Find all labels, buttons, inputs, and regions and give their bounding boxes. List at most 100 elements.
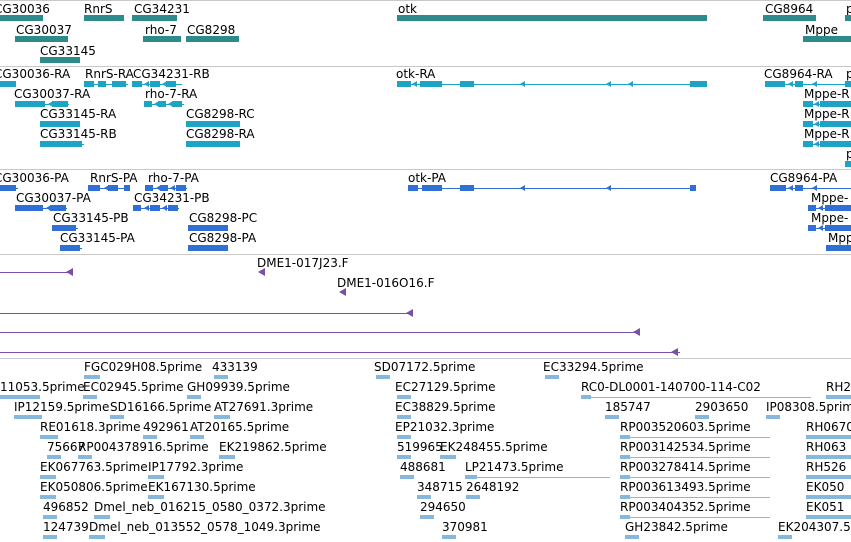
protein-feature-label[interactable]: Mpp (828, 231, 851, 245)
est-feature-block (214, 415, 230, 419)
est-feature-label[interactable]: EC38829.5prime (395, 400, 496, 414)
gene-feature-label[interactable]: RnrS (84, 2, 113, 16)
est-feature-label[interactable]: EK167130.5prime (148, 480, 256, 494)
est-feature-label[interactable]: RC0-DL0001-140700-114-C02 (581, 380, 761, 394)
est-feature-label[interactable]: EK050806.5prime (40, 480, 148, 494)
transcript-feature-label[interactable]: CG34231-RB (133, 67, 210, 81)
protein-feature-label[interactable]: CG34231-PB (134, 191, 210, 205)
est-feature-label[interactable]: RP003142534.5prime (620, 440, 751, 454)
est-feature-label[interactable]: Dmel_neb_016215_0580_0372.3prime (94, 500, 326, 514)
protein-feature-block (808, 205, 816, 211)
transcript-feature-label[interactable]: CG30037-RA (14, 87, 91, 101)
est-feature-label[interactable]: GH09939.5prime (187, 380, 290, 394)
est-feature-label[interactable]: FGC029H08.5prime (84, 360, 203, 374)
protein-feature-label[interactable]: CG8964-PA (770, 171, 838, 185)
transcript-feature-label[interactable]: otk-RA (396, 67, 436, 81)
protein-feature-label[interactable]: CG33145-PB (53, 211, 129, 225)
protein-feature-label[interactable]: CG8298-PC (189, 211, 258, 225)
est-feature-label[interactable]: Dmel_neb_013552_0578_1049.3prime (89, 520, 321, 534)
est-feature-label[interactable]: IP08308.5prime (766, 400, 851, 414)
est-feature-label[interactable]: RP004378916.5prime (78, 440, 209, 454)
transcript-feature-label[interactable]: Mppe-R (804, 87, 850, 101)
est-feature-label[interactable]: 496852 (43, 500, 89, 514)
protein-feature-label[interactable]: CG33145-PA (60, 231, 135, 245)
protein-feature-label[interactable]: Mppe- (811, 191, 849, 205)
est-feature-label[interactable]: 488681 (400, 460, 446, 474)
est-feature-label[interactable]: EP21032.3prime (395, 420, 495, 434)
transcript-feature-label[interactable]: rho-7-RA (145, 87, 198, 101)
transcript-feature-label[interactable]: CG8298-RC (186, 107, 255, 121)
est-feature-label[interactable]: SD16166.5prime (110, 400, 212, 414)
est-feature-label[interactable]: EK067763.5prime (40, 460, 148, 474)
est-feature-label[interactable]: RP003278414.5prime (620, 460, 751, 474)
transcript-feature-label[interactable]: CG33145-RA (40, 107, 117, 121)
est-feature-label[interactable]: RH2 (826, 380, 851, 394)
transcript-feature-label[interactable]: CG8298-RA (186, 127, 255, 141)
transcript-feature-label[interactable]: CG8964-RA (764, 67, 833, 81)
est-feature-label[interactable]: RH063 (806, 440, 847, 454)
protein-feature-label[interactable]: CG8298-PA (189, 231, 257, 245)
est-feature-label[interactable]: GH23842.5prime (625, 520, 728, 534)
gene-feature-label[interactable]: CG30037 (16, 23, 72, 37)
est-feature-label[interactable]: AT27691.3prime (214, 400, 314, 414)
protein-feature-label[interactable]: Mppe- (811, 211, 849, 225)
est-feature-label[interactable]: 2648192 (466, 480, 520, 494)
clone-feature-label[interactable]: DME1-016O16.F (337, 276, 435, 290)
gene-feature-label[interactable]: otk (398, 2, 417, 16)
est-feature-label[interactable]: AT20165.5prime (190, 420, 290, 434)
est-feature-label[interactable]: IP17792.3prime (148, 460, 244, 474)
est-feature-label[interactable]: RP003520603.5prime (620, 420, 751, 434)
est-feature-label[interactable]: 348715 (417, 480, 463, 494)
gene-feature-label[interactable]: CG8298 (187, 23, 236, 37)
gene-feature-label[interactable]: rho-7 (145, 23, 177, 37)
protein-feature-label[interactable]: RnrS-PA (90, 171, 138, 185)
gene-feature-label[interactable]: CG8964 (765, 2, 814, 16)
est-feature-label[interactable]: 11053.5prime (0, 380, 85, 394)
est-feature-label[interactable]: 519965 (397, 440, 443, 454)
transcript-feature-label[interactable]: Mppe-R (804, 107, 850, 121)
est-feature-label[interactable]: RH0670 (806, 420, 851, 434)
est-feature-label[interactable]: RH526 (806, 460, 847, 474)
est-feature-label[interactable]: EC33294.5prime (543, 360, 644, 374)
est-feature-label[interactable]: RE01618.3prime (40, 420, 141, 434)
est-feature-label[interactable]: RP003404352.5prime (620, 500, 751, 514)
est-feature-label[interactable]: EK248455.5prime (440, 440, 548, 454)
est-feature-label[interactable]: EC02945.5prime (83, 380, 184, 394)
est-feature-label[interactable]: 294650 (420, 500, 466, 514)
est-feature-block (14, 415, 42, 419)
gene-feature-label[interactable]: CG30036 (0, 2, 50, 16)
est-feature-label[interactable]: EK204307.5 (778, 520, 851, 534)
est-feature-label[interactable]: EC27129.5prime (395, 380, 496, 394)
est-feature-label[interactable]: SD07172.5prime (374, 360, 476, 374)
transcript-feature-label[interactable]: p (846, 67, 851, 81)
est-feature-label[interactable]: EK050 (806, 480, 845, 494)
gene-feature-label[interactable]: CG33145 (40, 44, 96, 58)
est-feature-label[interactable]: IP12159.5prime (14, 400, 110, 414)
transcript-feature-label[interactable]: CG33145-RB (40, 127, 117, 141)
est-feature-label[interactable]: EK219862.5prime (219, 440, 327, 454)
est-feature-label[interactable]: LP21473.5prime (465, 460, 564, 474)
est-feature-label[interactable]: 492961 (143, 420, 189, 434)
transcript-feature-label[interactable]: RnrS-RA (85, 67, 134, 81)
est-feature-label[interactable]: 433139 (212, 360, 258, 374)
gene-feature-label[interactable]: p (846, 2, 851, 16)
transcript-feature-label[interactable]: p (846, 147, 851, 161)
gene-feature-label[interactable]: CG34231 (134, 2, 190, 16)
est-feature-label[interactable]: RP003613493.5prime (620, 480, 751, 494)
est-feature-label[interactable]: 124739 (43, 520, 89, 534)
protein-feature-label[interactable]: CG30036-PA (0, 171, 69, 185)
est-feature-label[interactable]: 75667 (47, 440, 86, 454)
est-feature-block (806, 495, 851, 499)
est-feature-label[interactable]: 370981 (442, 520, 488, 534)
est-feature-label[interactable]: 2903650 (695, 400, 749, 414)
est-feature-label[interactable]: 185747 (605, 400, 651, 414)
protein-feature-label[interactable]: otk-PA (408, 171, 447, 185)
clone-feature-label[interactable]: DME1-017J23.F (257, 256, 349, 270)
est-feature-label[interactable]: EK051 (806, 500, 845, 514)
protein-feature-label[interactable]: CG30037-PA (16, 191, 91, 205)
transcript-feature-label[interactable]: Mppe-R (804, 127, 850, 141)
protein-feature-label[interactable]: rho-7-PA (148, 171, 199, 185)
gene-feature-label[interactable]: Mppe (805, 23, 838, 37)
transcript-feature-label[interactable]: CG30036-RA (0, 67, 71, 81)
